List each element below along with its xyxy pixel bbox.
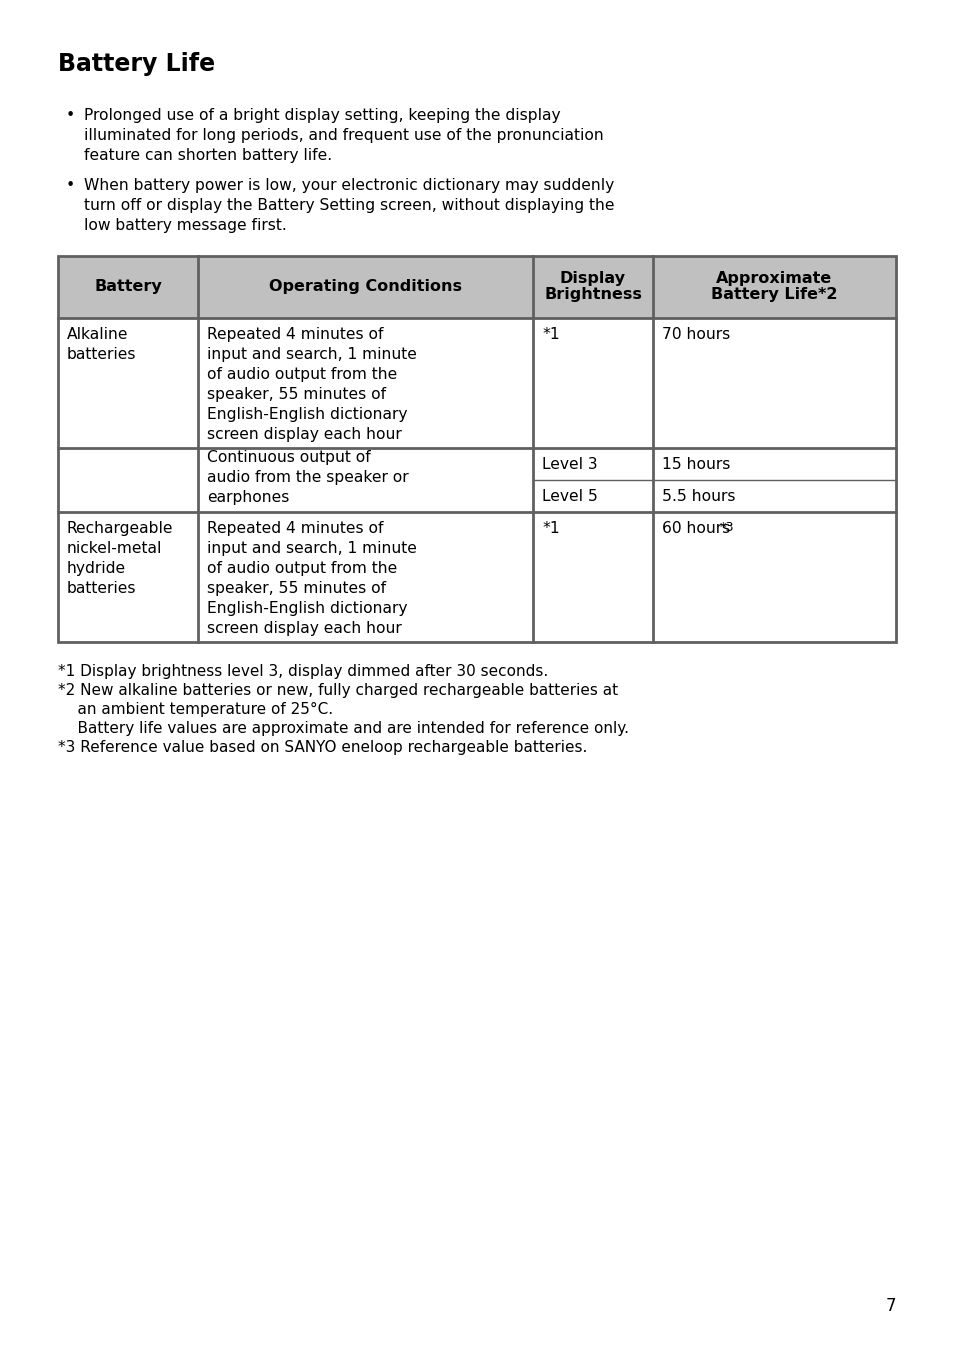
Text: Battery: Battery [94,278,162,295]
Text: •: • [66,108,75,122]
Text: Repeated 4 minutes of: Repeated 4 minutes of [207,521,383,537]
Text: low battery message first.: low battery message first. [84,218,287,233]
Text: *1: *1 [541,521,559,537]
Text: Repeated 4 minutes of: Repeated 4 minutes of [207,327,383,342]
Text: speaker, 55 minutes of: speaker, 55 minutes of [207,387,386,402]
Text: Level 3: Level 3 [541,457,597,472]
Text: *3 Reference value based on SANYO eneloop rechargeable batteries.: *3 Reference value based on SANYO eneloo… [58,740,587,755]
Text: illuminated for long periods, and frequent use of the pronunciation: illuminated for long periods, and freque… [84,128,603,143]
Text: English-English dictionary: English-English dictionary [207,408,407,422]
Text: Level 5: Level 5 [541,490,598,504]
Text: Operating Conditions: Operating Conditions [269,278,461,295]
Text: Rechargeable: Rechargeable [67,521,173,537]
Text: 5.5 hours: 5.5 hours [661,490,735,504]
Text: *1: *1 [541,327,559,342]
Bar [58,256,895,317]
Text: screen display each hour: screen display each hour [207,621,401,636]
Text: When battery power is low, your electronic dictionary may suddenly: When battery power is low, your electron… [84,178,614,192]
Bar [58,256,895,642]
Text: 60 hours: 60 hours [661,521,729,537]
Text: *3: *3 [720,521,734,534]
Text: audio from the speaker or: audio from the speaker or [207,469,408,486]
Text: Continuous output of: Continuous output of [207,451,371,465]
Text: of audio output from the: of audio output from the [207,367,396,382]
Text: Prolonged use of a bright display setting, keeping the display: Prolonged use of a bright display settin… [84,108,560,122]
Text: *1 Display brightness level 3, display dimmed after 30 seconds.: *1 Display brightness level 3, display d… [58,664,548,679]
Text: Battery life values are approximate and are intended for reference only.: Battery life values are approximate and … [58,721,628,736]
Text: *2 New alkaline batteries or new, fully charged rechargeable batteries at: *2 New alkaline batteries or new, fully … [58,683,618,698]
Text: Display: Display [559,270,625,286]
Text: 7: 7 [884,1297,895,1315]
Text: 70 hours: 70 hours [661,327,729,342]
Text: nickel-metal: nickel-metal [67,541,162,555]
Text: Battery Life: Battery Life [58,52,214,77]
Text: feature can shorten battery life.: feature can shorten battery life. [84,148,332,163]
Text: Approximate: Approximate [716,270,832,286]
Text: of audio output from the: of audio output from the [207,561,396,576]
Text: batteries: batteries [67,581,136,596]
Text: Alkaline: Alkaline [67,327,129,342]
Text: Battery Life*2: Battery Life*2 [711,286,837,303]
Text: 15 hours: 15 hours [661,457,730,472]
Text: earphones: earphones [207,490,289,504]
Text: screen display each hour: screen display each hour [207,426,401,443]
Text: batteries: batteries [67,347,136,362]
Text: speaker, 55 minutes of: speaker, 55 minutes of [207,581,386,596]
Text: turn off or display the Battery Setting screen, without displaying the: turn off or display the Battery Setting … [84,198,614,213]
Text: an ambient temperature of 25°C.: an ambient temperature of 25°C. [58,702,333,717]
Text: input and search, 1 minute: input and search, 1 minute [207,347,416,362]
Text: •: • [66,178,75,192]
Text: input and search, 1 minute: input and search, 1 minute [207,541,416,555]
Text: English-English dictionary: English-English dictionary [207,601,407,616]
Text: hydride: hydride [67,561,126,576]
Text: Brightness: Brightness [543,286,641,303]
